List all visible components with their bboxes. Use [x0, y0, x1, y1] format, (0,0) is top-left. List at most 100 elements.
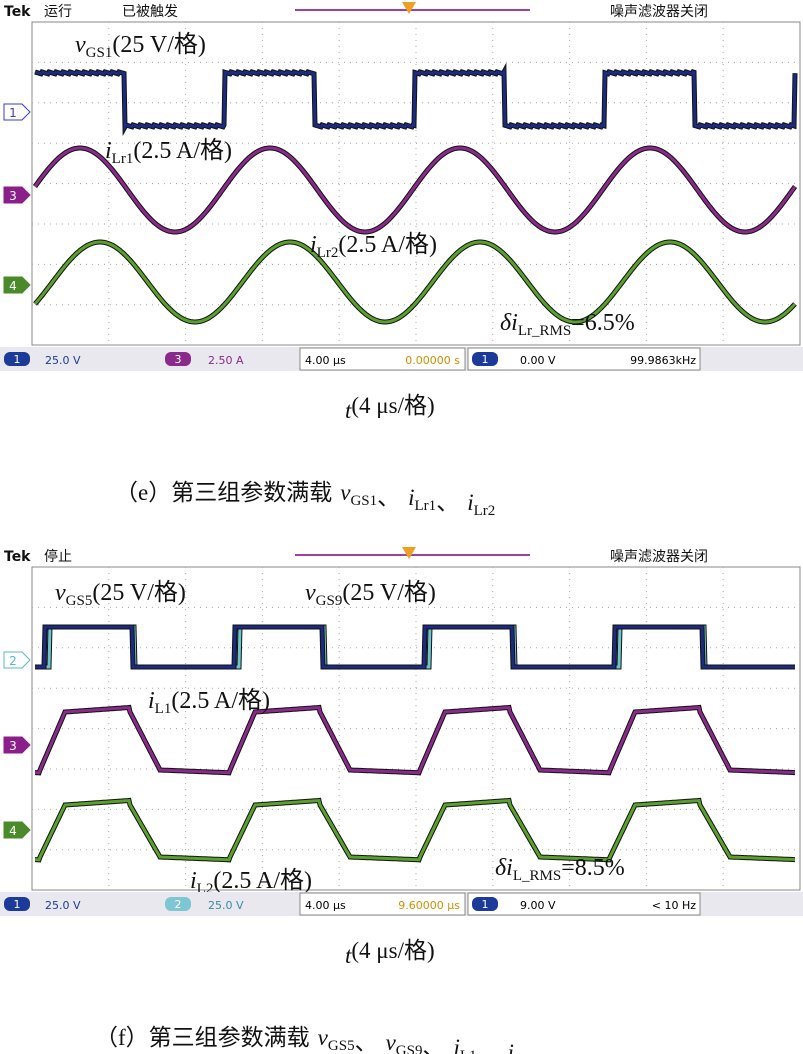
filter-state: 噪声滤波器关闭	[610, 549, 708, 565]
unit-text: (2.5 A/格)	[338, 231, 437, 258]
subscript: L1	[155, 701, 172, 717]
badge	[165, 897, 191, 911]
unit-text: (2.5 A/格)	[213, 867, 312, 894]
subscript: GS1	[86, 45, 113, 61]
run-state: 运行	[44, 4, 72, 20]
time-box	[299, 347, 466, 371]
channel-marker	[3, 651, 31, 669]
variable: i	[105, 138, 112, 164]
variable: v	[75, 32, 86, 58]
variable: i	[506, 855, 513, 881]
frequency: 99.9863kHz	[630, 354, 696, 367]
position: 0.00000 s	[405, 354, 460, 367]
variable: i	[508, 1040, 514, 1054]
variable: v	[386, 1030, 397, 1054]
waveform	[35, 798, 795, 862]
channel-marker	[3, 276, 31, 294]
waveform	[35, 705, 795, 775]
unit-text: (25 V/格)	[342, 579, 436, 606]
channel-marker	[3, 736, 31, 754]
badge	[4, 897, 30, 911]
channel-number: 2	[9, 654, 17, 668]
unit-text: (25 V/格)	[92, 579, 186, 606]
channel-number: 3	[9, 189, 17, 203]
subscript: GS1	[350, 493, 377, 509]
badge	[4, 352, 30, 366]
waveform	[35, 625, 795, 669]
unit-text: (2.5 A/格)	[133, 137, 232, 164]
trigger-box	[467, 347, 701, 371]
channel-number: 4	[9, 279, 17, 293]
label: iLr1(2.5 A/格)	[105, 137, 232, 167]
channel-scale: 25.0 V	[45, 899, 81, 912]
variable: i	[190, 868, 197, 894]
brand: Tek	[4, 4, 31, 20]
badge	[165, 352, 191, 366]
channel-scale: 2.50 A	[208, 354, 244, 367]
trigger-marker	[402, 547, 416, 559]
label: vGS5(25 V/格)	[55, 579, 186, 609]
unit-text: =8.5%	[561, 855, 625, 881]
trigger-marker	[402, 2, 416, 14]
trigger-box	[467, 892, 701, 916]
badge-number: 1	[482, 353, 489, 366]
prefix: δ	[500, 310, 512, 336]
label: vGS9(25 V/格)	[305, 579, 436, 609]
subscript: Lr2	[317, 245, 339, 261]
run-state: 停止	[44, 548, 72, 565]
channel-number: 4	[9, 824, 17, 838]
subscript: Lr1	[415, 498, 437, 514]
subscript: L_RMS	[513, 868, 561, 884]
variable: i	[148, 688, 155, 714]
badge	[472, 352, 498, 366]
unit-text: =6.5%	[571, 310, 635, 336]
unit-text: (2.5 A/格)	[171, 687, 270, 714]
variable: v	[340, 480, 351, 505]
unit-text: (4 μs/格)	[351, 938, 434, 963]
label: t(4 μs/格)	[345, 393, 435, 423]
badge-number: 2	[175, 898, 182, 911]
separator: 、	[477, 1040, 500, 1054]
variable: v	[305, 580, 316, 606]
timebase: 4.00 μs	[305, 354, 346, 367]
filter-state: 噪声滤波器关闭	[610, 4, 708, 20]
badge-number: 1	[482, 898, 489, 911]
channel-marker	[3, 821, 31, 839]
subscript: Lr_RMS	[518, 323, 571, 339]
position: 9.60000 μs	[398, 899, 460, 912]
waveform	[33, 240, 797, 324]
unit-text: (25 V/格)	[112, 31, 206, 58]
label: δiL_RMS=8.5%	[495, 855, 625, 884]
badge-number: 1	[14, 353, 21, 366]
badge	[472, 897, 498, 911]
trigger-level: 0.00 V	[520, 354, 556, 367]
separator: 、	[377, 485, 400, 510]
time-box	[299, 892, 466, 916]
subscript: GS5	[328, 1038, 355, 1054]
channel-number: 1	[9, 106, 17, 120]
variable: v	[55, 580, 66, 606]
separator: 、	[355, 1030, 378, 1054]
prefix: δ	[495, 855, 507, 881]
subscript: GS9	[396, 1043, 423, 1054]
channel-scale: 25.0 V	[208, 899, 244, 912]
label: iL2(2.5 A/格)	[190, 867, 312, 897]
channel-marker	[3, 186, 31, 204]
waveform	[34, 66, 797, 133]
label: iLr2(2.5 A/格)	[310, 231, 437, 261]
channel-scale: 25.0 V	[45, 354, 81, 367]
label: t(4 μs/格)	[345, 938, 435, 968]
subscript: Lr2	[474, 503, 496, 519]
channel-marker	[3, 103, 31, 121]
subscript: GS9	[316, 593, 343, 609]
subscript: Lr1	[112, 151, 134, 167]
label: iL1(2.5 A/格)	[148, 687, 270, 717]
variable: v	[318, 1025, 329, 1050]
channel-number: 3	[9, 739, 17, 753]
label: δiLr_RMS=6.5%	[500, 310, 635, 339]
caption-label: （f）第三组参数满载	[95, 1025, 310, 1050]
variable: t	[345, 398, 352, 423]
